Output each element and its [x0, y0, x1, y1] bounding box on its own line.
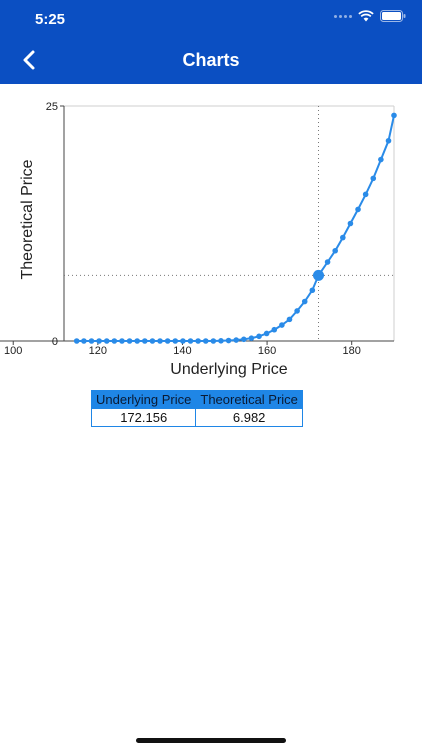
readout-value-row: 172.156 6.982 — [90, 408, 303, 427]
data-point — [172, 338, 179, 344]
data-point — [294, 308, 300, 314]
x-tick-label: 160 — [258, 345, 276, 357]
data-point — [271, 326, 278, 333]
data-point — [119, 338, 125, 344]
data-point — [111, 338, 118, 344]
data-point — [88, 338, 95, 344]
x-tick-label: 140 — [173, 345, 191, 357]
y-axis-title: Theoretical Price — [19, 159, 36, 279]
data-point — [324, 259, 331, 265]
data-point — [279, 322, 285, 328]
readout-header-theoretical: Theoretical Price — [195, 390, 303, 409]
series-line — [76, 115, 395, 342]
data-point — [73, 338, 80, 344]
data-point — [126, 338, 133, 344]
data-point — [370, 175, 377, 182]
selected-point-marker[interactable] — [313, 269, 325, 281]
data-point — [218, 338, 224, 344]
y-tick-label: 25 — [46, 101, 58, 113]
y-tick-label: 0 — [52, 336, 58, 348]
readout-header-row: Underlying Price Theoretical Price — [90, 390, 303, 409]
data-point — [355, 206, 361, 213]
data-point — [332, 247, 338, 254]
data-point — [241, 336, 247, 343]
data-point — [134, 338, 140, 344]
data-point — [157, 338, 163, 344]
home-indicator — [136, 738, 286, 743]
data-point — [164, 338, 171, 344]
data-point — [286, 316, 293, 323]
navigation-header: 5:25 Charts — [0, 0, 422, 84]
data-point — [309, 287, 316, 294]
data-point — [248, 335, 255, 341]
x-axis-title: Underlying Price — [170, 361, 287, 378]
readout-value-underlying: 172.156 — [90, 408, 197, 427]
data-point — [391, 112, 397, 119]
data-point — [256, 333, 262, 340]
data-point — [195, 338, 201, 344]
crosshair-readout-table: Underlying Price Theoretical Price 172.1… — [90, 390, 303, 427]
data-point — [81, 338, 87, 344]
status-icons — [334, 10, 406, 22]
x-tick-label: 180 — [343, 345, 361, 357]
data-point — [210, 338, 217, 344]
data-point — [362, 191, 369, 198]
data-point — [301, 298, 308, 305]
data-point — [187, 338, 194, 344]
x-tick-label: 120 — [89, 345, 107, 357]
data-point — [180, 338, 186, 344]
data-point — [378, 156, 384, 163]
data-point — [233, 337, 239, 343]
signal-icon — [334, 14, 352, 18]
page-title: Charts — [182, 50, 240, 70]
data-point — [225, 337, 232, 344]
battery-icon — [380, 10, 406, 22]
data-point — [263, 330, 270, 337]
wifi-icon — [358, 10, 374, 22]
x-tick-label: 100 — [4, 345, 22, 357]
data-point — [103, 338, 110, 344]
data-point — [385, 137, 392, 144]
data-point — [142, 338, 148, 344]
data-point — [96, 338, 102, 344]
status-time: 5:25 — [35, 11, 66, 28]
readout-header-underlying: Underlying Price — [90, 390, 197, 409]
theoretical-price-chart[interactable]: 100 120 140 160 180 0 25 Underlying Price Theore… — [0, 84, 422, 384]
data-point — [347, 220, 354, 227]
back-chevron-icon[interactable] — [18, 48, 42, 72]
data-point — [340, 234, 346, 241]
data-point — [149, 338, 156, 344]
data-point — [202, 338, 209, 344]
readout-value-theoretical: 6.982 — [195, 408, 303, 427]
